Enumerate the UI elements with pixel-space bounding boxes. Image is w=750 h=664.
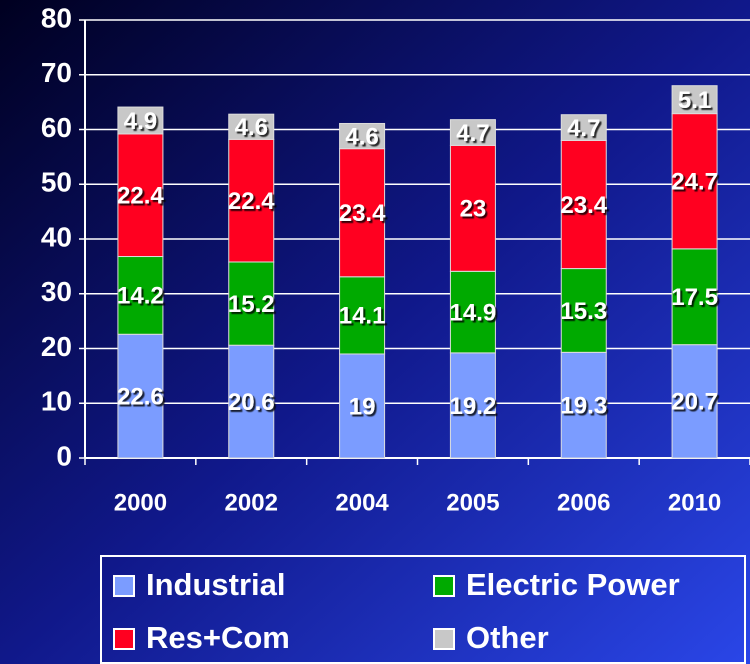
y-tick-label: 20 [41,331,72,362]
bar-segment [560,351,607,459]
bar-segment [671,85,718,115]
y-tick-label: 60 [41,112,72,143]
y-tick-label: 10 [41,386,72,417]
bar-segment [560,139,607,270]
bar-segment [117,133,164,258]
x-tick-label: 2000 [114,489,167,516]
bar-segment [560,114,607,141]
y-tick-label: 40 [41,221,72,252]
data-label: 4.6 [345,123,378,150]
x-tick-label: 2004 [335,489,389,516]
legend-label: Industrial [146,567,286,602]
data-label: 15.2 [228,291,275,318]
bar-segment [671,344,718,459]
legend-label: Other [466,620,549,655]
bar-segment [339,148,386,278]
data-label: 20.6 [228,389,275,416]
legend-box [100,555,746,664]
data-label: 15.3 [560,298,607,325]
data-label: 19.3 [560,393,607,420]
y-tick-label: 70 [41,57,72,88]
bar-segment [449,352,496,459]
y-tick-label: 80 [41,2,72,33]
data-label: 14.9 [450,299,497,326]
data-label: 22.4 [117,183,164,210]
bar-segment [339,122,386,150]
legend-label: Electric Power [466,567,680,602]
bar-segment [117,333,164,459]
data-label: 22.6 [117,383,164,410]
bar-segment [117,256,164,335]
bar-segment [228,261,275,346]
bar-segment [339,276,386,355]
y-tick-label: 30 [41,276,72,307]
data-label: 4.7 [567,115,600,142]
x-tick-label: 2006 [557,489,610,516]
bar-segment [339,353,386,459]
bar-segment [117,106,164,135]
data-label: 4.9 [124,108,157,135]
data-label: 20.7 [671,389,718,416]
data-label: 23.4 [339,200,386,227]
legend-swatch [433,628,455,650]
bar-segment [228,344,275,459]
data-label: 14.1 [339,303,386,330]
legend-swatch [433,575,455,597]
bar-segment [671,248,718,346]
legend-label: Res+Com [146,620,290,655]
data-label: 5.1 [678,87,711,114]
data-label: 19 [349,393,376,420]
data-label: 23 [460,196,487,223]
data-label: 17.5 [671,284,718,311]
y-tick-label: 50 [41,167,72,198]
data-label: 23.4 [560,192,607,219]
bar-segment [449,270,496,354]
data-label: 4.7 [456,120,489,147]
x-tick-label: 2005 [446,489,499,516]
data-label: 4.6 [235,114,268,141]
bar-segment [449,119,496,146]
bar-segment [228,113,275,140]
x-tick-label: 2002 [225,489,278,516]
y-tick-label: 0 [56,440,72,471]
bar-segment [560,268,607,353]
x-tick-label: 2010 [668,489,721,516]
data-label: 19.2 [450,393,497,420]
bar-segment [671,113,718,250]
data-label: 24.7 [671,169,718,196]
legend-swatch [113,575,135,597]
legend-swatch [113,628,135,650]
data-label: 22.4 [228,188,275,215]
data-label: 14.2 [117,283,164,310]
